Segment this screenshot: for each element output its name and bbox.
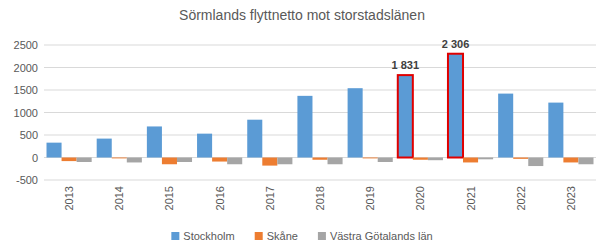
x-tick-label: 2013 xyxy=(63,186,75,210)
x-tick-label: 2022 xyxy=(515,186,527,210)
legend-label: Västra Götalands län xyxy=(330,230,433,242)
x-tick-label: 2017 xyxy=(264,186,276,210)
chart-title: Sörmlands flyttnetto mot storstadslänen xyxy=(179,7,425,23)
bar xyxy=(247,120,262,158)
bar xyxy=(363,157,378,159)
x-tick-label: 2021 xyxy=(465,186,477,210)
bar xyxy=(348,88,363,157)
bar xyxy=(548,103,563,158)
bar xyxy=(498,94,513,158)
bar xyxy=(112,157,127,159)
bar xyxy=(478,158,493,160)
bar xyxy=(77,158,92,163)
legend: Stockholm Skåne Västra Götalands län xyxy=(171,230,432,242)
y-tick-label: -500 xyxy=(16,174,38,186)
grid xyxy=(44,45,596,180)
bar xyxy=(528,158,543,167)
bar xyxy=(378,158,393,163)
bar xyxy=(177,158,192,163)
bar xyxy=(328,158,343,165)
bar xyxy=(513,158,528,159)
bars xyxy=(47,54,594,166)
data-label: 1 831 xyxy=(392,59,420,71)
x-tick-label: 2023 xyxy=(565,186,577,210)
bar xyxy=(147,126,162,157)
bar xyxy=(428,158,443,161)
chart-svg: Sörmlands flyttnetto mot storstadslänen -… xyxy=(0,0,604,252)
x-tick-label: 2019 xyxy=(364,186,376,210)
data-labels: 1 831 2 306 xyxy=(392,38,470,71)
bar xyxy=(578,158,593,165)
bar xyxy=(398,75,413,157)
bar xyxy=(62,158,77,162)
grid-line xyxy=(44,67,596,68)
bar xyxy=(97,139,112,158)
x-tick-label: 2015 xyxy=(163,186,175,210)
x-tick-label: 2014 xyxy=(113,186,125,210)
grid-line xyxy=(44,90,596,91)
legend-label: Stockholm xyxy=(183,230,234,242)
y-tick-label: 0 xyxy=(32,152,38,164)
x-tick-label: 2016 xyxy=(214,186,226,210)
data-label: 2 306 xyxy=(442,38,470,50)
bar xyxy=(563,158,578,163)
legend-swatch xyxy=(318,232,326,240)
bar xyxy=(297,96,312,158)
y-tick-label: 2000 xyxy=(14,62,38,74)
bar xyxy=(463,158,478,163)
x-tick-label: 2020 xyxy=(414,186,426,210)
bar xyxy=(277,158,292,165)
grid-line xyxy=(44,180,596,181)
chart-container: Sörmlands flyttnetto mot storstadslänen -… xyxy=(0,0,604,252)
y-tick-label: 1000 xyxy=(14,107,38,119)
bar xyxy=(413,158,428,160)
grid-line xyxy=(44,45,596,46)
bar xyxy=(47,143,62,158)
legend-swatch xyxy=(255,232,263,240)
bar xyxy=(448,54,463,158)
bar xyxy=(162,158,177,165)
y-tick-label: 500 xyxy=(20,129,38,141)
y-tick-label: 2500 xyxy=(14,39,38,51)
bar xyxy=(127,158,142,163)
y-tick-label: 1500 xyxy=(14,84,38,96)
bar xyxy=(212,158,227,162)
bar xyxy=(227,158,242,165)
legend-label: Skåne xyxy=(267,230,298,242)
bar xyxy=(262,158,277,166)
bar xyxy=(312,158,327,160)
bar xyxy=(197,134,212,158)
legend-swatch xyxy=(171,232,179,240)
x-tick-label: 2018 xyxy=(314,186,326,210)
